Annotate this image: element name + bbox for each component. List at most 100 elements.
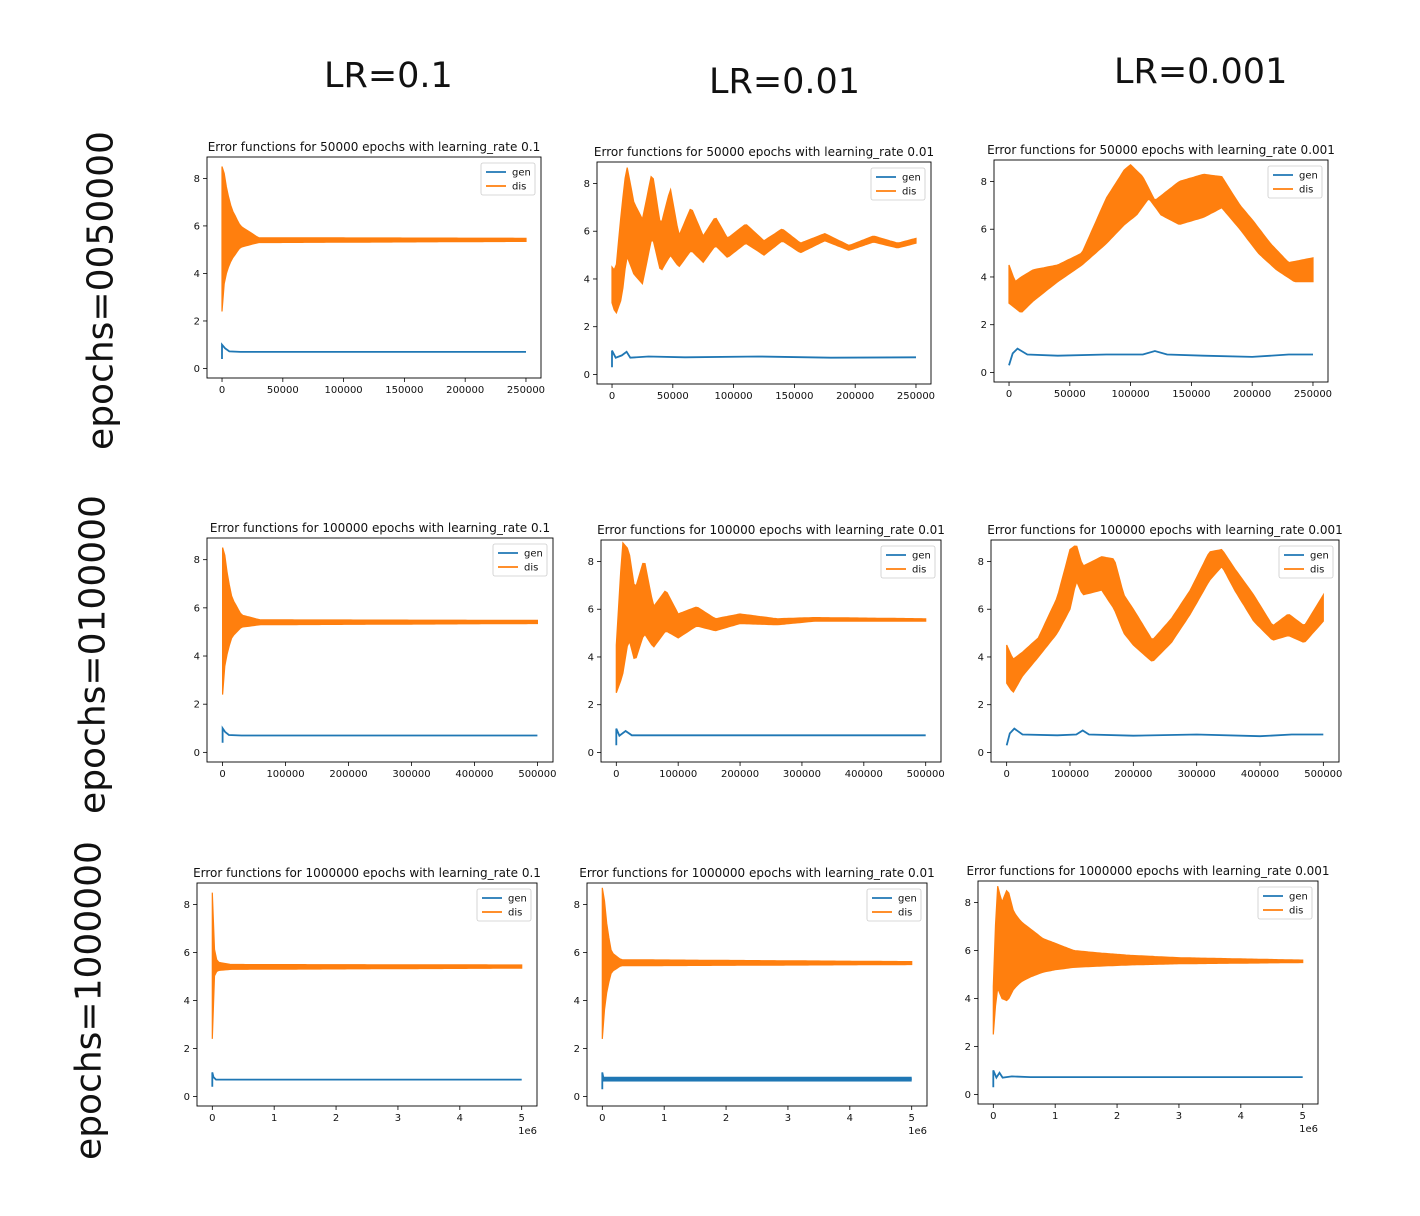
x-tick-label: 250000 xyxy=(1294,389,1332,400)
y-tick-label: 8 xyxy=(981,177,987,188)
y-tick-label: 6 xyxy=(965,946,971,957)
y-tick-label: 6 xyxy=(981,225,987,236)
chart-svg: Error functions for 1000000 epochs with … xyxy=(184,866,541,1137)
plot-area xyxy=(611,167,917,368)
x-tick-label: 100000 xyxy=(659,769,697,780)
x-tick-label: 3 xyxy=(395,1113,401,1124)
gen-series-line xyxy=(611,350,917,368)
x-tick-label: 300000 xyxy=(783,769,821,780)
x-tick-label: 0 xyxy=(613,769,619,780)
plot-frame xyxy=(206,156,542,379)
x-tick-label: 500000 xyxy=(1304,769,1342,780)
plot-frame xyxy=(206,537,554,763)
legend-label-dis: dis xyxy=(898,908,912,919)
legend-box xyxy=(1278,545,1334,579)
chart-legend: gen dis xyxy=(480,162,536,196)
legend-label-gen: gen xyxy=(898,894,917,905)
dis-series-band xyxy=(221,166,527,312)
gen-series-line xyxy=(1008,347,1313,366)
chart-panel: Error functions for 100000 epochs with l… xyxy=(941,510,1389,802)
x-tick-label: 0 xyxy=(219,769,225,780)
x-tick-label: 200000 xyxy=(1114,769,1152,780)
chart-svg: Error functions for 1000000 epochs with … xyxy=(965,864,1330,1135)
legend-label-gen: gen xyxy=(1289,892,1308,903)
gen-series-line xyxy=(221,342,526,359)
legend-label-dis: dis xyxy=(1289,906,1303,917)
y-tick-label: 6 xyxy=(194,221,200,232)
y-tick-label: 8 xyxy=(584,179,590,190)
chart-legend: gen dis xyxy=(492,543,548,577)
y-tick-label: 0 xyxy=(194,748,200,759)
x-tick-label: 300000 xyxy=(392,769,430,780)
y-tick-label: 8 xyxy=(574,900,580,911)
plot-frame xyxy=(196,882,538,1107)
x-tick-label: 150000 xyxy=(385,385,423,396)
legend-label-gen: gen xyxy=(508,894,527,905)
y-tick-label: 4 xyxy=(588,652,594,663)
gen-series-line xyxy=(221,725,538,743)
x-axis-offset-label: 1e6 xyxy=(1299,1124,1318,1135)
y-tick-label: 2 xyxy=(184,1044,190,1055)
legend-label-gen: gen xyxy=(1299,171,1318,182)
x-tick-label: 150000 xyxy=(1172,389,1210,400)
chart-legend: gen dis xyxy=(880,545,936,579)
y-tick-label: 4 xyxy=(574,996,580,1007)
y-tick-label: 4 xyxy=(194,652,200,663)
legend-label-gen: gen xyxy=(912,551,931,562)
x-tick-label: 200000 xyxy=(836,391,874,402)
chart-panel: Error functions for 50000 epochs with le… xyxy=(157,127,591,418)
x-tick-label: 50000 xyxy=(267,385,299,396)
gen-series-line xyxy=(615,728,926,746)
gen-series-line xyxy=(211,1072,522,1087)
dis-series-band xyxy=(1006,545,1324,693)
dis-series-band xyxy=(611,167,917,315)
plot-frame xyxy=(600,539,942,763)
legend-label-gen: gen xyxy=(524,549,543,560)
y-tick-label: 0 xyxy=(584,370,590,381)
chart-title: Error functions for 50000 epochs with le… xyxy=(208,140,541,154)
x-tick-label: 100000 xyxy=(325,385,363,396)
x-tick-label: 0 xyxy=(990,1111,996,1122)
legend-box xyxy=(866,888,922,922)
x-tick-label: 200000 xyxy=(721,769,759,780)
chart-legend: gen dis xyxy=(870,167,926,201)
y-tick-label: 6 xyxy=(588,605,594,616)
x-tick-label: 500000 xyxy=(907,769,945,780)
chart-legend: gen dis xyxy=(1278,545,1334,579)
x-tick-label: 100000 xyxy=(266,769,304,780)
y-tick-label: 4 xyxy=(194,269,200,280)
legend-box xyxy=(1267,165,1323,199)
x-tick-label: 150000 xyxy=(775,391,813,402)
chart-panel: Error functions for 1000000 epochs with … xyxy=(928,851,1368,1144)
y-tick-label: 0 xyxy=(588,748,594,759)
plot-frame xyxy=(977,880,1319,1105)
x-tick-label: 1 xyxy=(1052,1111,1058,1122)
chart-title: Error functions for 50000 epochs with le… xyxy=(987,143,1335,157)
chart-panel: Error functions for 100000 epochs with l… xyxy=(157,508,603,802)
legend-box xyxy=(492,543,548,577)
plot-area xyxy=(615,541,927,746)
chart-panel: Error functions for 100000 epochs with l… xyxy=(551,510,991,802)
plot-area xyxy=(992,885,1304,1088)
dis-series-band xyxy=(1008,164,1314,313)
legend-label-dis: dis xyxy=(912,565,926,576)
chart-legend: gen dis xyxy=(476,888,532,922)
x-tick-label: 400000 xyxy=(455,769,493,780)
legend-box xyxy=(476,888,532,922)
legend-label-gen: gen xyxy=(902,173,921,184)
chart-svg: Error functions for 100000 epochs with l… xyxy=(194,521,557,780)
legend-label-gen: gen xyxy=(1310,551,1329,562)
x-tick-label: 200000 xyxy=(1233,389,1271,400)
x-tick-label: 100000 xyxy=(1112,389,1150,400)
column-header-lr-0-001: LR=0.001 xyxy=(1114,52,1288,92)
y-tick-label: 2 xyxy=(584,322,590,333)
x-tick-label: 2 xyxy=(1114,1111,1120,1122)
plot-area xyxy=(1005,545,1324,746)
chart-svg: Error functions for 50000 epochs with le… xyxy=(584,145,935,402)
legend-label-dis: dis xyxy=(512,182,526,193)
x-tick-label: 200000 xyxy=(446,385,484,396)
y-tick-label: 6 xyxy=(194,603,200,614)
x-tick-label: 1 xyxy=(661,1113,667,1124)
y-tick-label: 2 xyxy=(965,1042,971,1053)
x-tick-label: 100000 xyxy=(715,391,753,402)
